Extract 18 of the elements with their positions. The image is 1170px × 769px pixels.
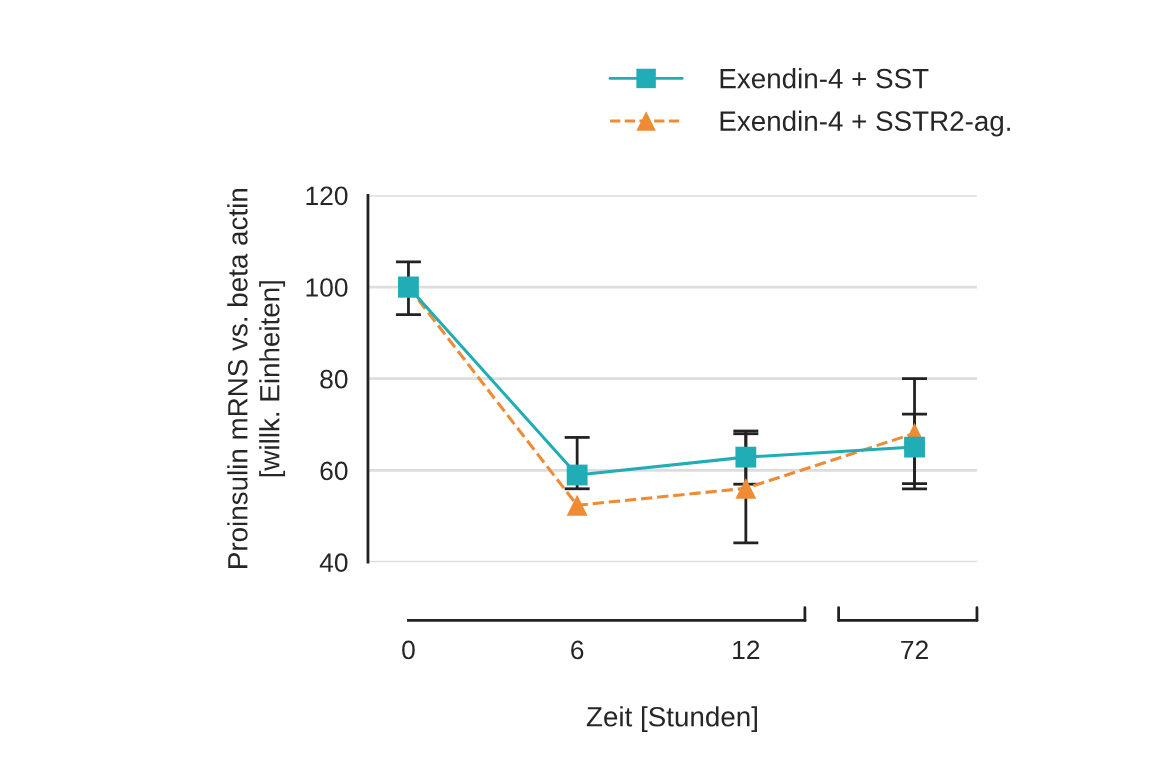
- legend-label: Exendin-4 + SSTR2-ag.: [720, 110, 1010, 137]
- point: [735, 446, 757, 468]
- y-tick-label: 100: [306, 278, 348, 297]
- y-tick-label: 40: [319, 553, 348, 572]
- point: [735, 477, 757, 499]
- x-axis-title: Zeit [Stunden]: [586, 706, 757, 733]
- point: [904, 436, 925, 458]
- x-tick-label: 72: [901, 640, 928, 660]
- y-axis-title: Proinsulin mRNS vs. beta actin [willk. Einheiten]: [227, 189, 286, 568]
- legend-label: Exendin-4 + SST: [720, 68, 929, 89]
- point: [566, 464, 588, 486]
- x-tick-label: 12: [733, 640, 760, 660]
- x-tick-label: 6: [571, 640, 584, 660]
- y-tick-label: 120: [306, 186, 348, 206]
- point: [566, 494, 588, 516]
- x-tick-label: 0: [402, 640, 415, 660]
- y-tick-label: 60: [320, 461, 348, 481]
- y-tick-label: 80: [320, 369, 348, 389]
